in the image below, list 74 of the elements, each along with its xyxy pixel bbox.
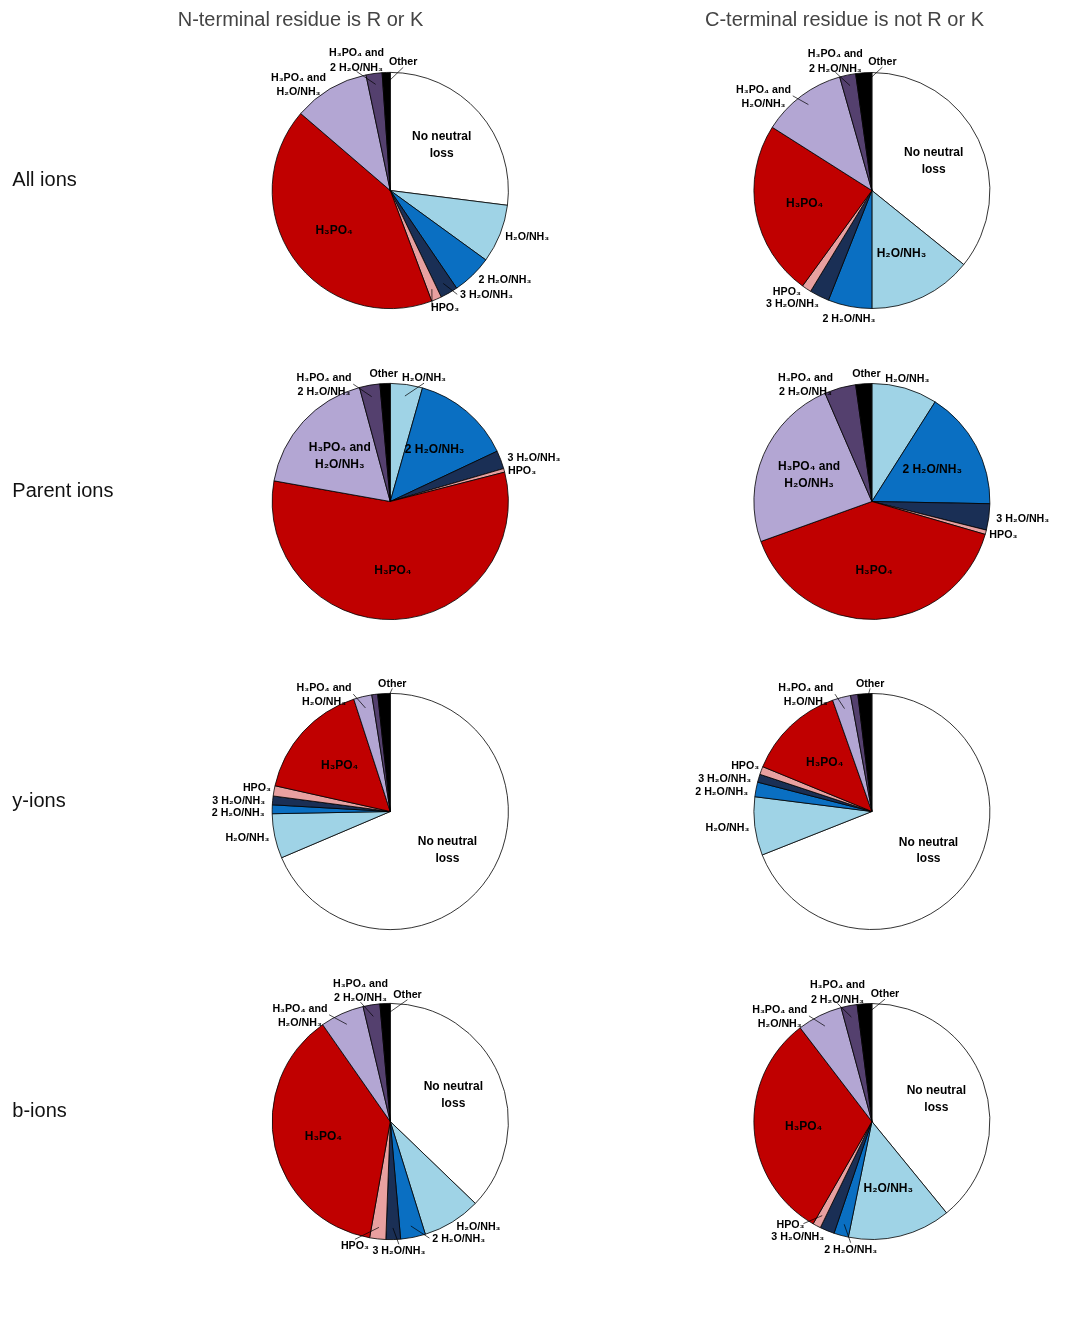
slice-label: H₂O/NH₃ bbox=[505, 230, 550, 243]
slice-label: Other bbox=[852, 366, 881, 379]
text: y-ions bbox=[12, 788, 66, 811]
chart-title: C-terminal residue is not R or K bbox=[705, 7, 985, 30]
slice-label: H₂O/NH₃ bbox=[705, 820, 750, 833]
slice-label: No neutral loss bbox=[898, 834, 959, 866]
slice-label: H₃PO₄ and H₂O/NH₃ bbox=[778, 680, 834, 708]
slice-label: Other bbox=[393, 987, 422, 1000]
slice-label: 2 H₂O/NH₃ bbox=[824, 1242, 878, 1255]
slice-label: H₃PO₄ and H₂O/NH₃ bbox=[271, 70, 327, 98]
slice-label: HPO₃ bbox=[772, 284, 801, 297]
slice-label: HPO₃ bbox=[776, 1217, 805, 1230]
slice-label: 3 H₂O/NH₃ bbox=[507, 450, 561, 463]
slice-label: H₂O/NH₃ bbox=[456, 1219, 501, 1232]
slice-label: H₃PO₄ bbox=[786, 196, 824, 211]
slice-label: H₂O/NH₃ bbox=[402, 371, 447, 384]
slice-label: 3 H₂O/NH₃ bbox=[372, 1244, 426, 1257]
slice-label: HPO₃ bbox=[340, 1239, 370, 1252]
slice-label: 3 H₂O/NH₃ bbox=[698, 771, 752, 784]
text: Parent ions bbox=[12, 478, 114, 501]
slice-label: H₃PO₄ and 2 H₂O/NH₃ bbox=[807, 47, 863, 74]
slice-label: HPO₃ bbox=[242, 780, 271, 793]
slice-label: Other bbox=[388, 55, 418, 68]
slice-label: 2 H₂O/NH₃ bbox=[902, 462, 962, 477]
slice-label: H₃PO₄ and H₂O/NH₃ bbox=[778, 458, 841, 490]
slice-label: 2 H₂O/NH₃ bbox=[211, 806, 265, 819]
slice-label: H₃PO₄ bbox=[320, 758, 359, 773]
slice-label: H₃PO₄ and H₂O/NH₃ bbox=[272, 1001, 328, 1028]
slice-label: H₃PO₄ and 2 H₂O/NH₃ bbox=[777, 371, 833, 398]
slice-label: 3 H₂O/NH₃ bbox=[996, 511, 1050, 524]
slice-label: H₃PO₄ and H₂O/NH₃ bbox=[752, 1002, 808, 1030]
slice-label: No neutral loss bbox=[423, 1079, 483, 1111]
text: b-ions bbox=[12, 1098, 67, 1121]
chart-title: N-terminal residue is R or K bbox=[177, 7, 424, 30]
slice-label: No neutral loss bbox=[411, 129, 472, 161]
slice-label: H₃PO₄ and H₂O/NH₃ bbox=[308, 439, 371, 471]
slice-label: No neutral loss bbox=[417, 833, 478, 865]
slice-label: Other bbox=[855, 676, 885, 689]
slice-label: 2 H₂O/NH₃ bbox=[404, 442, 465, 457]
slice-label: HPO₃ bbox=[989, 527, 1018, 540]
slice-label: HPO₃ bbox=[431, 300, 460, 313]
slice-label: 3 H₂O/NH₃ bbox=[771, 1230, 825, 1243]
slice-label: H₃PO₄ bbox=[855, 563, 893, 578]
slice-label: H₂O/NH₃ bbox=[885, 371, 930, 384]
slice-label: H₃PO₄ bbox=[374, 563, 412, 578]
slice-label: No neutral loss bbox=[903, 145, 964, 177]
text: All ions bbox=[12, 167, 77, 190]
slice-label: H₃PO₄ and H₂O/NH₃ bbox=[296, 680, 352, 708]
slice-label: 2 H₂O/NH₃ bbox=[478, 273, 532, 286]
slice-label: H₃PO₄ and 2 H₂O/NH₃ bbox=[332, 977, 388, 1004]
slice-label: HPO₃ bbox=[508, 464, 537, 477]
slice-label: Other bbox=[369, 366, 398, 379]
slice-label: 3 H₂O/NH₃ bbox=[460, 288, 513, 301]
slice-label: Other bbox=[378, 676, 407, 689]
slice-label: H₃PO₄ bbox=[784, 1119, 823, 1134]
slice-label: H₃PO₄ and 2 H₂O/NH₃ bbox=[809, 978, 865, 1005]
slice-label: 2 H₂O/NH₃ bbox=[432, 1232, 486, 1245]
slice-label: 3 H₂O/NH₃ bbox=[766, 297, 819, 310]
slice-label: H₃PO₄ and H₂O/NH₃ bbox=[736, 82, 792, 110]
slice-label: H₃PO₄ bbox=[304, 1129, 343, 1144]
slice-label: 3 H₂O/NH₃ bbox=[212, 793, 266, 806]
slice-label: H₃PO₄ and 2 H₂O/NH₃ bbox=[329, 46, 385, 73]
slice-label: H₂O/NH₃ bbox=[863, 1181, 914, 1196]
slice-label: H₃PO₄ bbox=[806, 754, 844, 769]
slice-label: Other bbox=[870, 987, 900, 1000]
slice-label: No neutral loss bbox=[906, 1083, 967, 1114]
slice-label: 2 H₂O/NH₃ bbox=[695, 784, 749, 797]
slice-label: H₃PO₄ bbox=[315, 223, 354, 238]
slice-label: H₃PO₄ and 2 H₂O/NH₃ bbox=[296, 370, 352, 398]
slice-label: H₂O/NH₃ bbox=[876, 245, 927, 260]
slice-label: Other bbox=[868, 55, 897, 68]
slice-label: 2 H₂O/NH₃ bbox=[822, 312, 876, 325]
slice-label: HPO₃ bbox=[731, 759, 760, 772]
slice-label: H₂O/NH₃ bbox=[225, 831, 270, 844]
